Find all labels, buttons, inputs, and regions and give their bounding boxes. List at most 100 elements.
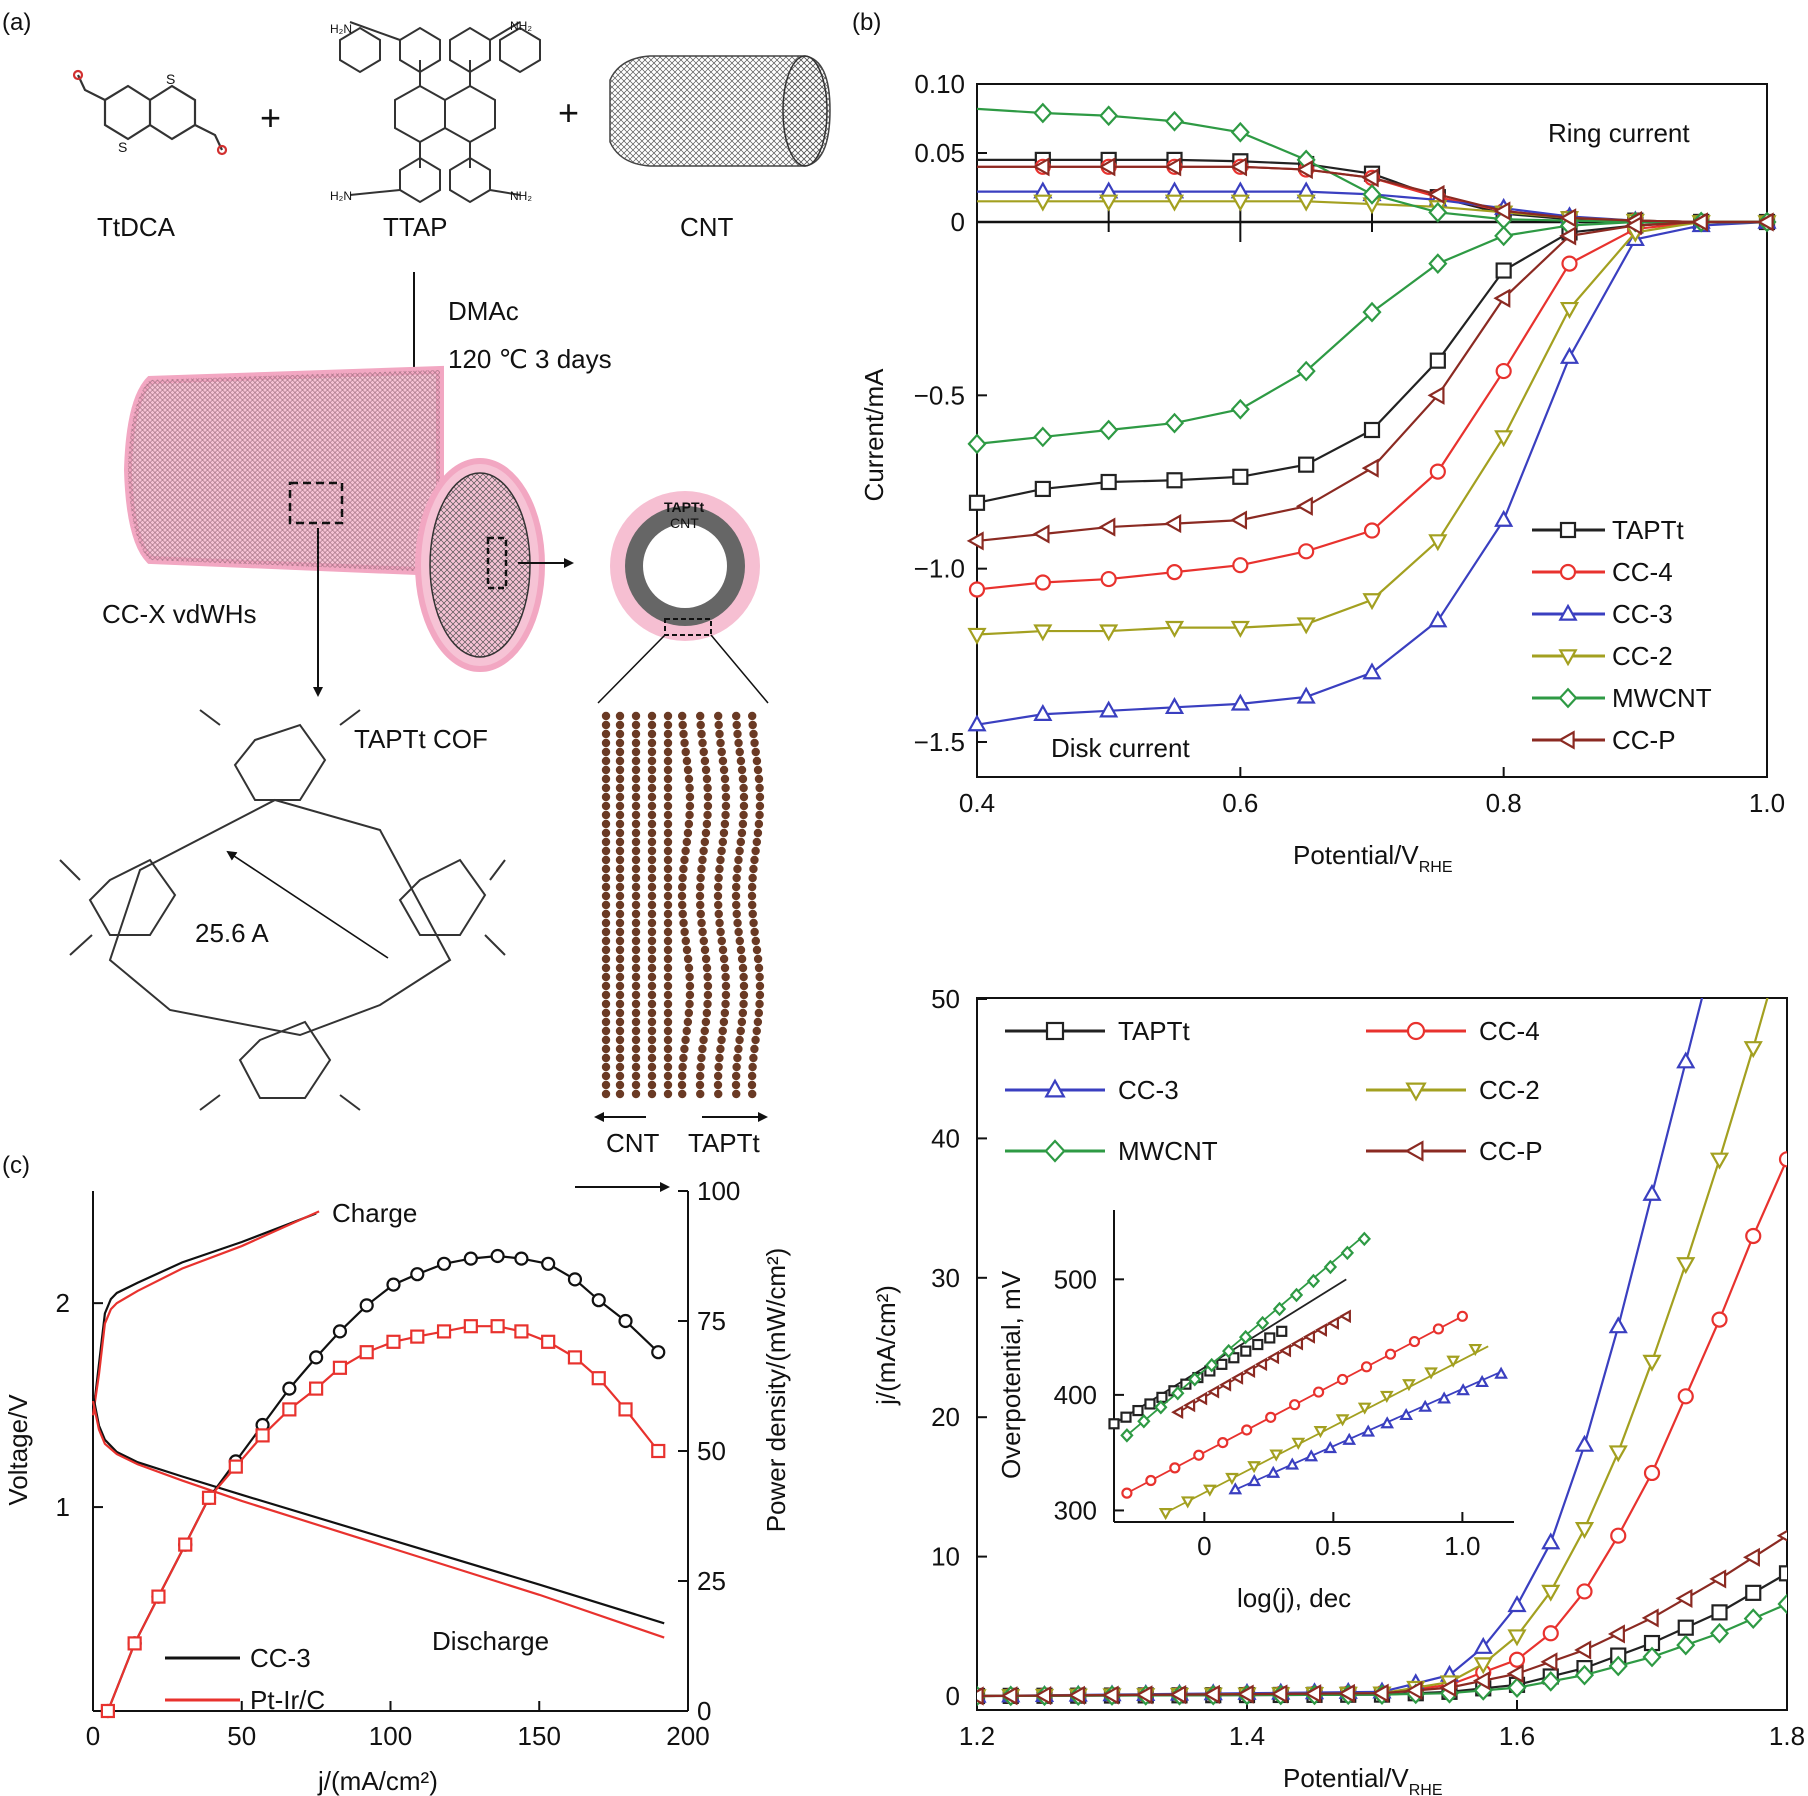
inset-point-cc-2 (1180, 1496, 1195, 1509)
slab-atom (647, 972, 657, 982)
point-mwcnt-d (1642, 1646, 1662, 1668)
slab-atom (703, 990, 713, 1000)
series-cc-3-charge (91, 1212, 317, 1416)
point-cc-3-disk (967, 714, 987, 732)
slab-atom (615, 837, 625, 847)
point-cc-4-d (1643, 1464, 1661, 1482)
point-mwcnt-d (1743, 1608, 1763, 1630)
slab-atom (647, 882, 657, 892)
slab-atom (678, 909, 687, 919)
legend-marker-cc-3-d (1044, 1078, 1066, 1098)
ring-inner-label: CNT (670, 515, 699, 531)
point-cc-4-d (1677, 1388, 1694, 1405)
x-tick-label-b: 0.6 (1222, 788, 1258, 818)
slab-atom (738, 774, 748, 784)
slab-atom (720, 1008, 730, 1018)
slab-atom (703, 999, 712, 1009)
slab-atom (737, 1017, 747, 1027)
inset-point-mwcnt (1357, 1231, 1371, 1247)
inset-point-cc-p (1338, 1309, 1351, 1324)
inset-series-taptt (1108, 1278, 1347, 1430)
slab-atom (750, 738, 759, 748)
slab-atom (631, 828, 641, 838)
slab-atom (736, 756, 746, 766)
slab-atom (732, 909, 741, 919)
slab-atom (748, 873, 757, 883)
legend-label-cc-2: CC-2 (1612, 641, 1673, 671)
slab-atom (684, 1008, 694, 1018)
point-cc-3-d (1541, 1532, 1561, 1550)
slab-atom (601, 819, 611, 829)
point-pt-ir-c-power (463, 1319, 478, 1334)
slab-atom (647, 801, 657, 811)
point-cc-3-d (1608, 1316, 1628, 1334)
point-cc-4-d (1542, 1625, 1559, 1642)
slab-atom (683, 1017, 693, 1027)
point-cc-3-power (541, 1256, 556, 1271)
point-cc-p-ring (1427, 184, 1445, 204)
x-tick-label-c: 200 (666, 1721, 709, 1751)
slab-atom (601, 783, 611, 793)
inset-point-cc-4 (1169, 1462, 1181, 1474)
point-cc-3-power (567, 1272, 583, 1287)
x-tick-label-d: 1.6 (1499, 1721, 1535, 1751)
slab-atom (681, 936, 691, 946)
point-pt-ir-c-power (151, 1589, 166, 1604)
slab-column (663, 711, 673, 1099)
slab-atom (721, 999, 730, 1009)
point-cc-3-power (591, 1293, 606, 1308)
inset-point-mwcnt (1171, 1385, 1185, 1401)
panel-label-b: (b) (852, 9, 881, 36)
plot-frame-b (976, 83, 1768, 778)
y-left-tick-label-c: 1 (56, 1492, 70, 1522)
slab-atom (663, 765, 673, 775)
slab-atom (684, 819, 694, 829)
x-tick-label-b: 1.0 (1749, 788, 1785, 818)
slab-atom (663, 810, 673, 820)
inset-point-cc-2 (1379, 1390, 1394, 1403)
point-cc-4-d (1508, 1651, 1526, 1668)
y-axis-label-c-right: Power density/(mW/cm²) (761, 1248, 791, 1533)
legend-item-cc-2-b: CC-2 (1532, 641, 1673, 671)
slab-atom (721, 810, 730, 820)
point-pt-ir-c-power (282, 1402, 297, 1417)
slab-atom (733, 864, 742, 874)
slab-atom (677, 711, 687, 721)
slab-atom (601, 846, 611, 856)
slab-atom (601, 1089, 611, 1099)
inset-point-cc-2 (1247, 1461, 1261, 1474)
point-cc-4-disk (1363, 522, 1381, 539)
slab-atom (734, 927, 743, 937)
slab-atom (734, 738, 743, 748)
inset-point-cc-3 (1418, 1399, 1432, 1412)
pore-size-arrow (226, 850, 389, 959)
point-taptt-disk (1495, 262, 1512, 279)
slab-atom (631, 1035, 641, 1045)
legend-marker-cc-4 (1559, 563, 1577, 581)
point-cc-p-ring (1295, 159, 1313, 180)
slab-atom (718, 1026, 727, 1036)
slab-atom (631, 882, 641, 892)
slab-atom (615, 891, 625, 901)
slab-atom (754, 1008, 764, 1018)
inset-y-tick-label: 400 (1054, 1380, 1097, 1410)
x-axis-label-d: Potential/VRHE (1283, 1763, 1443, 1796)
slab-atom (720, 819, 730, 829)
slab-atom (698, 927, 707, 937)
point-cc-3-d (1676, 1051, 1696, 1069)
panel-a-scheme: (a) S S + H₂N NH₂ H₂N NH₂ (2, 9, 831, 1158)
point-cc-3-disk (1559, 346, 1580, 364)
inset-point-cc-3 (1456, 1383, 1470, 1396)
slab-atom (631, 810, 641, 820)
point-cc-3-disk (1296, 686, 1316, 704)
slab-atom (736, 945, 746, 955)
slab-atom (677, 882, 687, 892)
point-cc-3-power (332, 1324, 348, 1339)
legend-item-cc-3-b: CC-3 (1532, 599, 1673, 629)
y-tick-label-b: −1.0 (914, 554, 965, 584)
slab-atom (615, 747, 625, 757)
slab-atom (702, 819, 712, 829)
slab-atom (647, 945, 657, 955)
inset-point-mwcnt (1205, 1357, 1219, 1373)
line-taptt-d (977, 1572, 1787, 1698)
